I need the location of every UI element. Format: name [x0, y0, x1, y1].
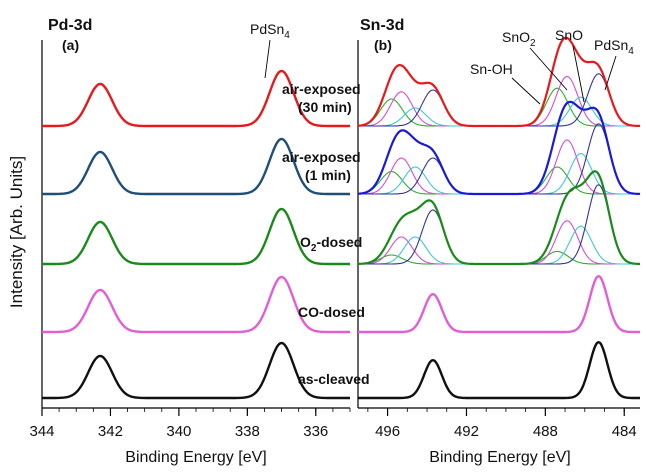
tick-label: 492	[454, 423, 479, 440]
tick-label: 338	[235, 423, 260, 440]
panel-b-ticks: 496 492 488 484	[367, 408, 637, 440]
series-line-b-3	[358, 275, 640, 334]
tick-label: 344	[29, 423, 54, 440]
annot-b-sno-leader	[572, 45, 585, 103]
label-co-dosed: CO-dosed	[298, 304, 365, 320]
label-air-1-line1: air-exposed	[282, 149, 361, 165]
series-line-b-4	[358, 341, 640, 400]
panel-b-sublabel: (b)	[374, 37, 392, 53]
series-line-a-3	[42, 275, 350, 334]
annot-b-pdsn4: PdSn4	[594, 37, 634, 57]
panel-a-sublabel: (a)	[62, 37, 79, 53]
tick-label: 488	[533, 423, 558, 440]
tick-label: 342	[98, 423, 123, 440]
tick-label: 496	[375, 423, 400, 440]
tick-label: 340	[166, 423, 191, 440]
component-sn-oh-1	[357, 166, 640, 195]
y-axis-label: Intensity [Arb. Units]	[7, 156, 26, 308]
annot-b-sno2: SnO2	[502, 29, 536, 49]
series-line-b-0	[357, 36, 641, 128]
annot-b-pdsn4-leader	[604, 55, 617, 91]
component-sn-oh-0	[357, 87, 640, 127]
panel-b: Sn-3d (b) Binding Energy [eV] 496 492 488 4…	[357, 17, 641, 466]
peak-annotations: PdSn4 Sn-OH SnO2 SnO PdSn4	[250, 21, 634, 105]
component-sno2-1	[358, 139, 640, 195]
panel-a-curves	[42, 69, 350, 400]
component-sno-2	[358, 225, 640, 265]
tick-label: 336	[303, 423, 328, 440]
annot-b-sno: SnO	[555, 27, 583, 43]
label-as-cleaved: as-cleaved	[298, 371, 370, 387]
panel-a-xlabel: Binding Energy [eV]	[125, 449, 266, 466]
annot-a-pdsn4-leader	[264, 39, 271, 79]
series-line-b-1	[357, 100, 641, 196]
series-line-a-1	[42, 137, 350, 196]
annot-b-sno2-leader	[529, 47, 568, 91]
series-line-b-2	[358, 170, 640, 266]
panel-a-title: Pd-3d	[48, 17, 92, 34]
panel-b-title: Sn-3d	[360, 17, 404, 34]
annot-b-snoh-leader	[511, 77, 541, 105]
annot-a-pdsn4: PdSn4	[250, 21, 290, 41]
label-air-30-line2: (30 min)	[298, 99, 352, 115]
annot-b-snoh: Sn-OH	[470, 61, 513, 77]
series-line-a-0	[42, 69, 350, 128]
tick-label: 484	[612, 423, 637, 440]
series-line-a-2	[42, 207, 350, 266]
label-air-1-line2: (1 min)	[305, 167, 351, 183]
label-o2-dosed: O2-dosed	[300, 234, 362, 254]
panel-a: Pd-3d (a) Binding Energy [eV] 344 342 340 3…	[29, 17, 351, 466]
panel-b-curves	[357, 36, 641, 400]
panel-a-ticks: 344 342 340 338 336	[29, 408, 351, 440]
panel-b-xlabel: Binding Energy [eV]	[429, 449, 570, 466]
label-air-30-line1: air-exposed	[282, 81, 361, 97]
spectrum-labels: air-exposed (30 min) air-exposed (1 min)…	[282, 81, 370, 387]
series-line-a-4	[42, 341, 350, 400]
fit-envelope-1	[357, 101, 641, 195]
